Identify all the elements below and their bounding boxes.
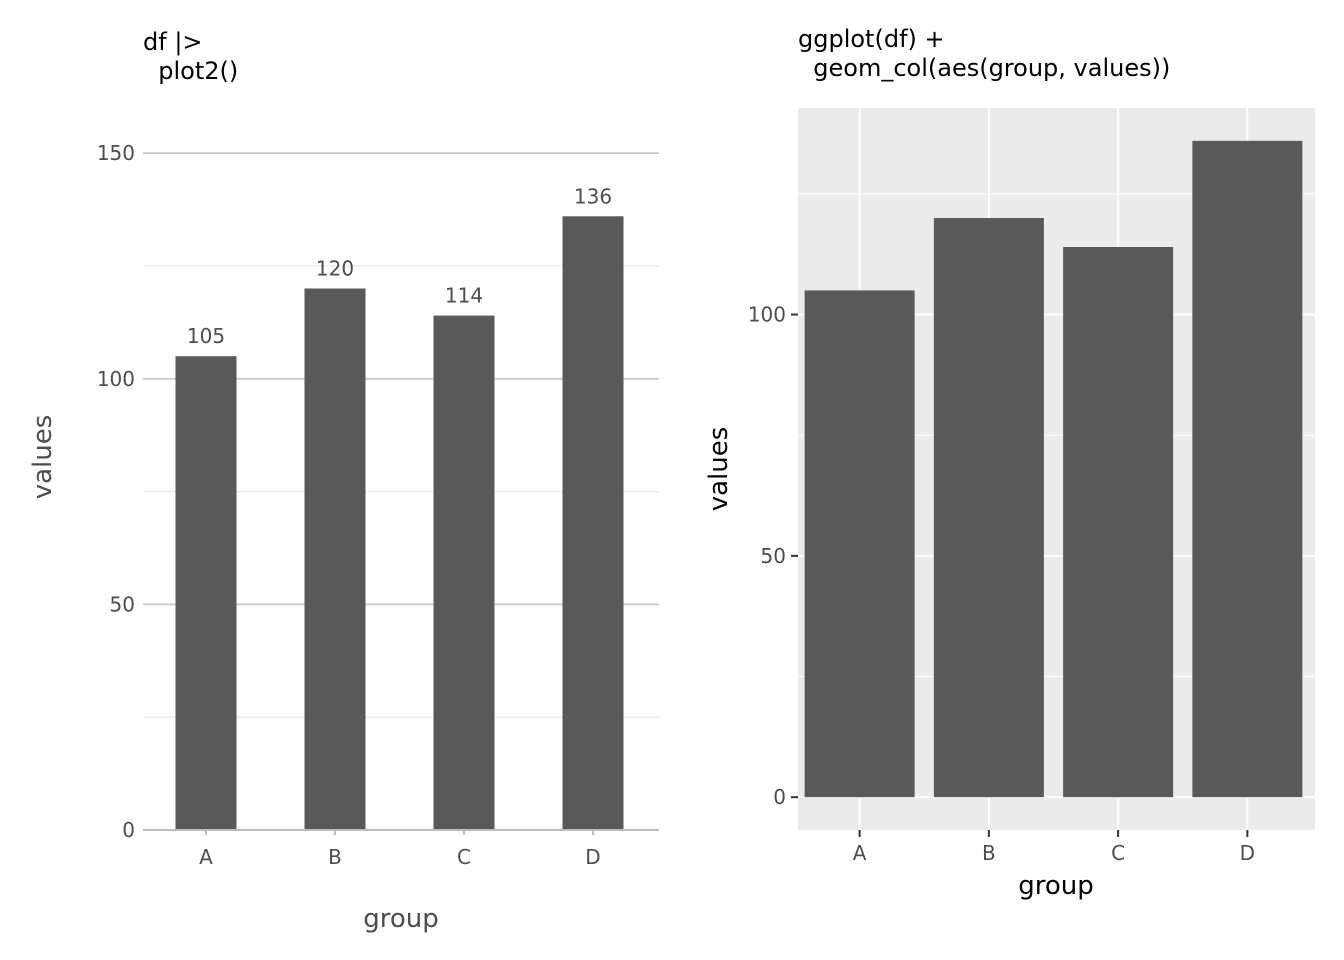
left-y-tick-label: 0 xyxy=(122,818,135,842)
right-y-tick-label: 50 xyxy=(761,544,786,568)
right-x-tick-label-D: D xyxy=(1240,841,1255,865)
left-bar-C xyxy=(433,315,495,830)
left-x-axis-title: group xyxy=(363,904,439,934)
left-title-line-2: plot2() xyxy=(143,57,238,85)
left-x-tick-label-B: B xyxy=(328,845,342,869)
right-bar-A xyxy=(804,290,915,798)
right-x-axis-title: group xyxy=(1018,871,1094,901)
right-bar-C xyxy=(1063,246,1174,798)
right-title-line-1: ggplot(df) + xyxy=(798,25,945,53)
left-data-label-A: 105 xyxy=(187,324,225,348)
left-bars xyxy=(175,216,624,831)
left-bar-A xyxy=(175,356,237,830)
right-bar-D xyxy=(1192,140,1303,798)
right-bars xyxy=(804,140,1303,798)
right-x-tick-label-A: A xyxy=(853,841,867,865)
left-x-tick-label-A: A xyxy=(199,845,213,869)
left-y-tick-label: 100 xyxy=(97,367,135,391)
right-y-tick-label: 0 xyxy=(773,785,786,809)
right-x-tick-label-B: B xyxy=(982,841,996,865)
right-x-tick-labels: A B C D xyxy=(853,841,1255,865)
left-data-labels: 105 120 114 136 xyxy=(187,184,612,348)
left-bar-B xyxy=(304,288,366,830)
left-title-line-1: df |> xyxy=(143,28,203,56)
left-data-label-D: 136 xyxy=(574,184,612,208)
left-bar-D xyxy=(562,216,624,831)
left-x-tick-labels: A B C D xyxy=(199,845,601,869)
right-y-axis-title: values xyxy=(704,427,734,512)
right-chart: ggplot(df) + geom_col(aes(group, values)… xyxy=(704,25,1315,901)
right-x-tick-label-C: C xyxy=(1111,841,1125,865)
left-data-label-C: 114 xyxy=(445,284,483,308)
left-y-tick-labels: 0 50 100 150 xyxy=(97,141,135,842)
left-chart: df |> plot2() 105 120 114 136 0 50 100 150 A B C… xyxy=(28,28,659,934)
left-x-tick-label-C: C xyxy=(457,845,471,869)
right-title-line-2: geom_col(aes(group, values)) xyxy=(798,54,1170,82)
left-y-tick-label: 50 xyxy=(110,592,135,616)
left-data-label-B: 120 xyxy=(316,257,354,281)
left-x-tick-label-D: D xyxy=(585,845,600,869)
left-y-tick-label: 150 xyxy=(97,141,135,165)
right-y-tick-labels: 0 50 100 xyxy=(748,303,786,810)
right-bar-B xyxy=(933,218,1044,798)
left-x-axis xyxy=(143,829,659,835)
right-y-tick-label: 100 xyxy=(748,303,786,327)
right-axis-ticks xyxy=(791,313,1249,837)
left-y-axis-title: values xyxy=(28,415,58,500)
